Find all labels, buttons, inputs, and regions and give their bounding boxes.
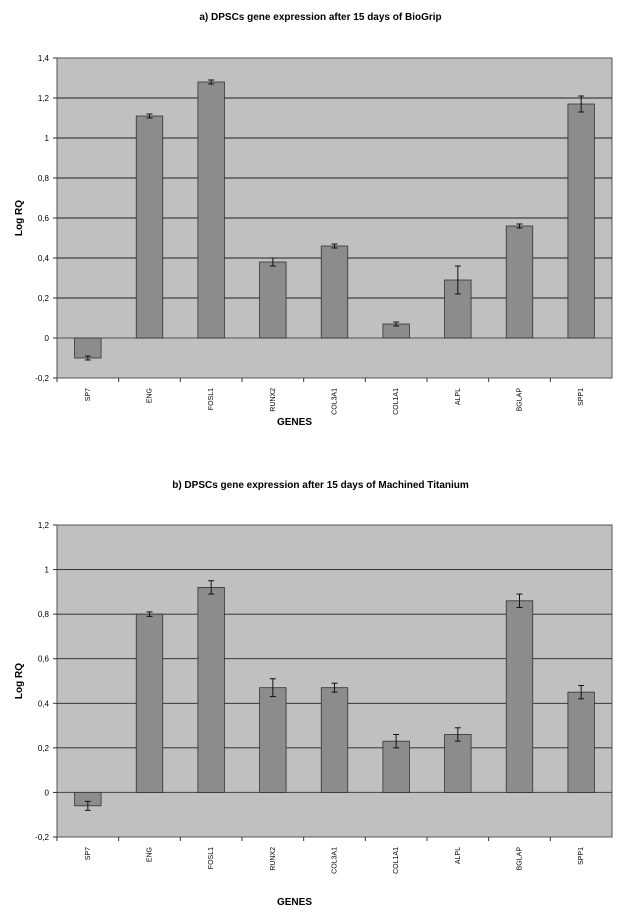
bar-fosl1 xyxy=(197,587,225,793)
chart-a: a) DPSCs gene expression after 15 days o… xyxy=(14,12,613,428)
category-label-spp1: SPP1 xyxy=(578,388,585,406)
category-label-sp7: SP7 xyxy=(85,847,92,860)
category-label-fosl1: FOSL1 xyxy=(208,388,215,410)
category-label-col1a1: COL1A1 xyxy=(393,388,400,415)
bar-bglap xyxy=(505,600,534,793)
category-label-eng: ENG xyxy=(147,388,154,403)
bar-sp7 xyxy=(74,337,102,359)
bar-spp1 xyxy=(567,103,595,339)
category-label-bglap: BGLAP xyxy=(517,388,524,412)
y-tick-label: 0,6 xyxy=(38,655,50,664)
bar-fosl1 xyxy=(197,81,225,339)
category-label-runx2: RUNX2 xyxy=(270,847,277,871)
y-tick-label: 0,8 xyxy=(38,610,50,619)
y-tick-label: 0,2 xyxy=(38,294,50,303)
category-label-col3a1: COL3A1 xyxy=(332,847,339,874)
y-tick-label: 1 xyxy=(45,566,50,575)
y-tick-label: 0,4 xyxy=(38,699,50,708)
y-tick-label: 0,4 xyxy=(38,254,50,263)
y-tick-label: -0,2 xyxy=(35,833,49,842)
chart-title: b) DPSCs gene expression after 15 days o… xyxy=(172,480,469,491)
bar-col3a1 xyxy=(320,245,349,339)
y-tick-label: 1 xyxy=(45,134,50,143)
category-label-bglap: BGLAP xyxy=(517,847,524,871)
category-label-fosl1: FOSL1 xyxy=(208,847,215,869)
bar-eng xyxy=(135,115,164,339)
y-tick-label: 1,2 xyxy=(38,521,50,530)
bar-col1a1 xyxy=(382,740,410,793)
category-label-sp7: SP7 xyxy=(85,388,92,401)
y-tick-label: 0,6 xyxy=(38,214,50,223)
bar-bglap xyxy=(505,225,534,339)
bar-eng xyxy=(135,613,164,793)
category-label-eng: ENG xyxy=(147,847,154,862)
y-axis-label: Log RQ xyxy=(14,200,25,236)
category-label-spp1: SPP1 xyxy=(578,847,585,865)
bar-runx2 xyxy=(259,261,287,339)
chart-title: a) DPSCs gene expression after 15 days o… xyxy=(199,12,441,23)
y-axis-label: Log RQ xyxy=(14,663,25,699)
category-label-alpl: ALPL xyxy=(455,388,462,405)
bar-runx2 xyxy=(259,687,287,793)
y-tick-label: 0,2 xyxy=(38,744,50,753)
category-label-col1a1: COL1A1 xyxy=(393,847,400,874)
y-tick-label: 0 xyxy=(45,788,50,797)
y-tick-label: 1,4 xyxy=(38,54,50,63)
chart-b: b) DPSCs gene expression after 15 days o… xyxy=(14,480,613,908)
bar-spp1 xyxy=(567,691,595,793)
bar-alpl xyxy=(444,734,472,793)
y-tick-label: -0,2 xyxy=(35,374,49,383)
y-tick-label: 0 xyxy=(45,334,50,343)
bar-col3a1 xyxy=(320,687,349,793)
category-label-alpl: ALPL xyxy=(455,847,462,864)
x-axis-label: GENES xyxy=(277,417,312,428)
category-label-col3a1: COL3A1 xyxy=(332,388,339,415)
x-axis-label: GENES xyxy=(277,897,312,908)
y-tick-label: 0,8 xyxy=(38,174,50,183)
category-label-runx2: RUNX2 xyxy=(270,388,277,412)
y-tick-label: 1,2 xyxy=(38,94,50,103)
